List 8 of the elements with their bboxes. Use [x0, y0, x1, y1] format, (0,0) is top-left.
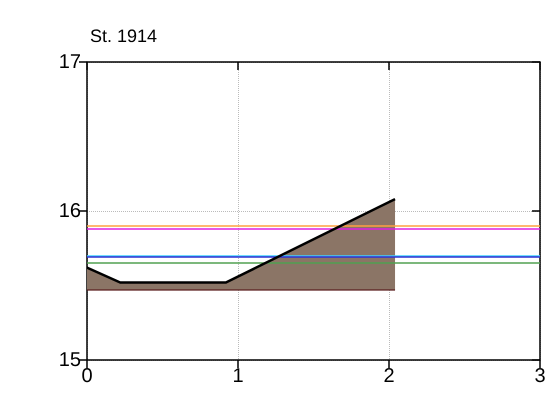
chart-title: St. 1914 — [90, 26, 158, 46]
x-tick-label: 3 — [534, 365, 546, 387]
y-tick-label: 16 — [58, 200, 81, 222]
x-tick-label: 2 — [383, 365, 395, 387]
y-tick-label: 17 — [58, 51, 81, 73]
x-tick-label: 0 — [81, 365, 93, 387]
y-tick-label: 15 — [58, 349, 81, 371]
x-tick-label: 1 — [232, 365, 244, 387]
